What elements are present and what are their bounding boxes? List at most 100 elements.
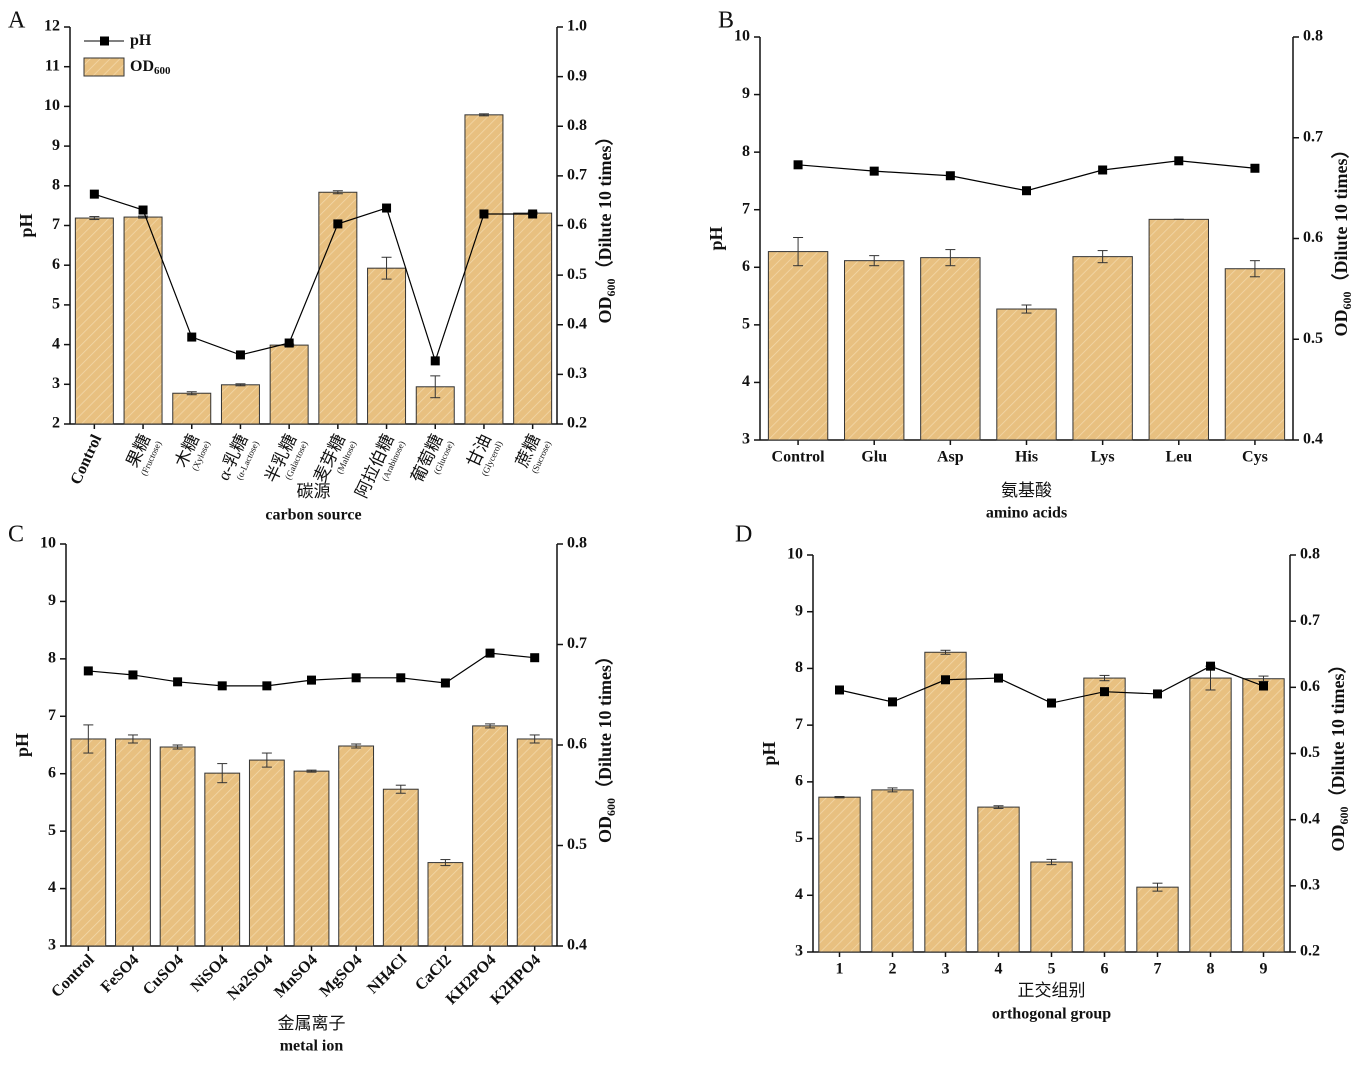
bar bbox=[767, 251, 829, 441]
ph-marker bbox=[528, 209, 538, 219]
y-tick-label: 10 bbox=[734, 28, 750, 45]
y2-tick-label: 0.4 bbox=[567, 315, 587, 332]
y2-tick-label: 0.4 bbox=[1300, 810, 1320, 827]
ph-marker bbox=[187, 332, 197, 342]
y2-title-sub: 600 bbox=[604, 278, 618, 296]
y2-tick-label: 0.6 bbox=[567, 216, 587, 233]
x-tick-label: 8 bbox=[1207, 961, 1215, 978]
ph-marker bbox=[217, 681, 227, 691]
legend-name: OD bbox=[130, 58, 154, 75]
y2-tick-label: 0.5 bbox=[1300, 744, 1320, 761]
x-tick-label: Cys bbox=[1242, 449, 1268, 466]
x-tick-group: MgSO4 bbox=[316, 951, 365, 1000]
y2-tick-label: 0.7 bbox=[567, 635, 587, 652]
x-tick-label: Control bbox=[772, 449, 826, 466]
legend-swatch bbox=[83, 57, 125, 77]
x-axis-title: 氨基酸 bbox=[1001, 481, 1052, 500]
ph-marker bbox=[945, 171, 955, 181]
y2-tick-label: 0.9 bbox=[567, 67, 587, 84]
y-tick-label: 3 bbox=[48, 937, 56, 954]
ph-marker bbox=[1047, 698, 1056, 708]
y-tick-label: 5 bbox=[48, 822, 56, 839]
y-tick-label: 4 bbox=[742, 373, 750, 390]
y-tick-label: 8 bbox=[48, 650, 56, 667]
x-tick-label: 7 bbox=[1154, 961, 1162, 978]
x-tick-label: CaCl2 bbox=[412, 951, 455, 994]
ph-marker bbox=[1206, 661, 1215, 671]
bar bbox=[1242, 678, 1285, 953]
x-tick-label: 1 bbox=[836, 961, 844, 978]
bar bbox=[172, 392, 212, 425]
y-axis-title: pH bbox=[16, 213, 36, 237]
bar bbox=[293, 770, 330, 947]
y-tick-label: 9 bbox=[52, 137, 60, 154]
x-tick-label: 3 bbox=[942, 961, 950, 978]
bar bbox=[248, 759, 285, 947]
legend-name: pH bbox=[130, 32, 152, 49]
y-tick-label: 6 bbox=[795, 773, 803, 790]
y2-title-sub: 600 bbox=[604, 798, 618, 816]
bar bbox=[382, 788, 419, 947]
panel-label: D bbox=[735, 522, 752, 548]
y-tick-label: 9 bbox=[795, 602, 803, 619]
y2-tick-label: 0.8 bbox=[1300, 546, 1320, 563]
y-tick-label: 4 bbox=[52, 335, 60, 352]
x-tick-label: 9 bbox=[1260, 961, 1268, 978]
y2-tick-label: 0.3 bbox=[1300, 877, 1320, 894]
ph-marker bbox=[1100, 687, 1109, 697]
ph-marker bbox=[530, 653, 540, 663]
ph-line bbox=[94, 193, 533, 363]
y2-axis-title: OD600（Dilute 10 times） bbox=[1328, 656, 1351, 852]
y2-title-main: OD bbox=[595, 296, 615, 323]
x-tick-group: 蔗糖(Sucrose) bbox=[512, 431, 553, 475]
bar bbox=[1083, 677, 1126, 953]
y-tick-label: 6 bbox=[52, 256, 60, 273]
ph-marker bbox=[835, 685, 844, 695]
x-axis-title-en: carbon source bbox=[265, 507, 361, 524]
y-axis-title: pH bbox=[12, 733, 32, 757]
y-tick-label: 10 bbox=[787, 546, 803, 563]
x-tick-group: CaCl2 bbox=[412, 951, 455, 994]
y2-tick-label: 0.3 bbox=[567, 365, 587, 382]
y-axis-title: pH bbox=[759, 741, 779, 765]
ph-marker bbox=[1174, 156, 1184, 166]
x-axis-title: 碳源 bbox=[297, 482, 331, 501]
ph-marker bbox=[307, 675, 316, 685]
y2-tick-label: 0.5 bbox=[567, 836, 587, 853]
x-tick-label: CuSO4 bbox=[140, 951, 187, 998]
y-tick-label: 8 bbox=[52, 176, 60, 193]
y-tick-label: 10 bbox=[44, 97, 60, 114]
y2-tick-label: 0.2 bbox=[567, 415, 587, 432]
bar bbox=[204, 772, 241, 947]
y-tick-label: 3 bbox=[742, 431, 750, 448]
ph-marker bbox=[440, 678, 450, 688]
y-tick-label: 5 bbox=[742, 316, 750, 333]
ph-marker bbox=[1153, 689, 1162, 699]
bar bbox=[464, 114, 504, 425]
ph-marker bbox=[173, 677, 183, 687]
y2-title-rest: （Dilute 10 times） bbox=[595, 128, 615, 279]
y-tick-label: 12 bbox=[44, 18, 60, 35]
bar bbox=[1189, 677, 1232, 953]
x-tick-label: Control bbox=[48, 951, 98, 1001]
x-tick-label: FeSO4 bbox=[98, 951, 143, 996]
y2-tick-label: 0.6 bbox=[1303, 229, 1323, 246]
x-tick-label: Na2SO4 bbox=[224, 951, 276, 1003]
ph-marker bbox=[793, 160, 803, 170]
ph-marker bbox=[1259, 681, 1268, 691]
x-tick-label: 4 bbox=[995, 961, 1003, 978]
y-tick-label: 8 bbox=[742, 143, 750, 160]
panel-label: C bbox=[8, 522, 24, 548]
y2-title-main: OD bbox=[595, 816, 615, 843]
ph-marker bbox=[941, 675, 950, 685]
y2-title-rest: （Dilute 10 times） bbox=[595, 647, 615, 798]
bar bbox=[1148, 218, 1209, 441]
ph-marker bbox=[994, 673, 1003, 683]
y2-tick-label: 0.5 bbox=[567, 266, 587, 283]
y2-tick-label: 0.4 bbox=[1303, 431, 1323, 448]
x-tick-label: K2HPO4 bbox=[487, 951, 544, 1008]
y-tick-label: 6 bbox=[742, 258, 750, 275]
x-tick-label: NH4Cl bbox=[364, 951, 410, 997]
bar bbox=[427, 862, 464, 947]
y2-title-main: OD bbox=[1331, 309, 1351, 336]
